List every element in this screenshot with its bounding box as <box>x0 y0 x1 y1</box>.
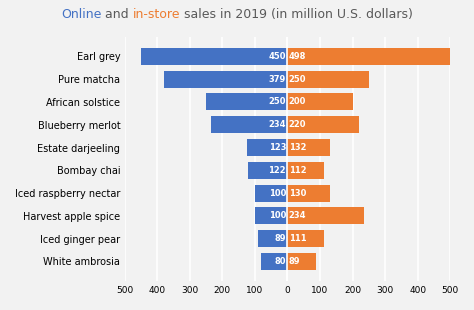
Bar <box>287 93 353 110</box>
Bar <box>211 116 287 133</box>
Bar <box>287 139 330 156</box>
Text: and: and <box>101 8 133 21</box>
Text: 100: 100 <box>269 211 286 220</box>
Text: 89: 89 <box>289 257 300 266</box>
Text: Online: Online <box>61 8 101 21</box>
Text: 234: 234 <box>289 211 306 220</box>
Text: 112: 112 <box>289 166 306 175</box>
Bar <box>287 71 369 88</box>
Bar <box>287 230 324 247</box>
Bar <box>141 48 287 65</box>
Bar <box>164 71 287 88</box>
Text: 498: 498 <box>289 52 306 61</box>
Bar <box>255 184 287 202</box>
Text: 132: 132 <box>289 143 306 152</box>
Bar <box>255 207 287 224</box>
Bar <box>261 253 287 270</box>
Text: 379: 379 <box>269 75 286 84</box>
Text: 130: 130 <box>289 188 306 197</box>
Bar <box>247 139 287 156</box>
Bar <box>287 48 450 65</box>
Text: 111: 111 <box>289 234 306 243</box>
Bar <box>287 116 359 133</box>
Text: 250: 250 <box>269 97 286 106</box>
Text: 234: 234 <box>269 120 286 129</box>
Bar <box>287 184 330 202</box>
Bar <box>206 93 287 110</box>
Text: 80: 80 <box>274 257 286 266</box>
Text: in-store: in-store <box>133 8 180 21</box>
Text: 450: 450 <box>269 52 286 61</box>
Text: 200: 200 <box>289 97 306 106</box>
Bar <box>287 207 364 224</box>
Text: 250: 250 <box>289 75 306 84</box>
Bar <box>258 230 287 247</box>
Text: 100: 100 <box>269 188 286 197</box>
Text: sales in 2019 (in million U.S. dollars): sales in 2019 (in million U.S. dollars) <box>180 8 413 21</box>
Text: 123: 123 <box>269 143 286 152</box>
Bar <box>248 162 287 179</box>
Text: 89: 89 <box>274 234 286 243</box>
Bar <box>287 253 317 270</box>
Text: 122: 122 <box>269 166 286 175</box>
Bar <box>287 162 324 179</box>
Text: 220: 220 <box>289 120 306 129</box>
